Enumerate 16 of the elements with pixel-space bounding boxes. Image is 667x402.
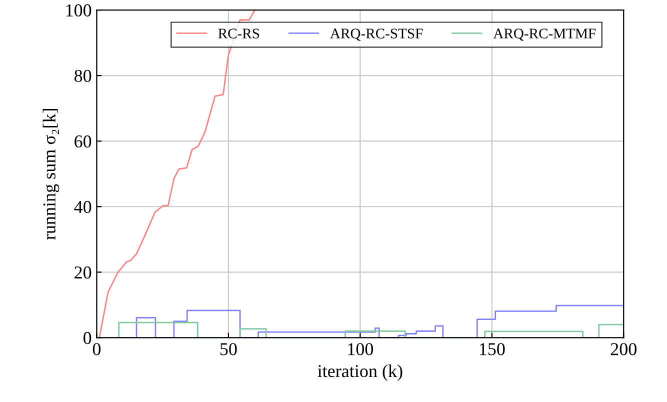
y-tick-label: 100 <box>66 4 92 16</box>
x-axis-title: iteration (k) <box>318 364 402 381</box>
y-tick-label: 60 <box>74 135 92 148</box>
x-tick-label: 50 <box>220 343 237 356</box>
y-tick-label: 40 <box>74 200 92 214</box>
y-tick-label: 20 <box>74 266 92 279</box>
y-tick-label: 80 <box>74 70 92 82</box>
legend-label: ARQ-RC-MTMF <box>493 28 596 41</box>
y-tick-label: 0 <box>84 332 92 344</box>
x-tick-label: 200 <box>610 343 636 356</box>
x-tick-label: 0 <box>92 343 101 356</box>
x-tick-label: 100 <box>348 343 374 356</box>
x-tick-label: 150 <box>480 343 505 356</box>
y-axis-title: running sum σ₂[k] <box>42 109 60 240</box>
legend-label: RC-RS <box>218 28 260 38</box>
legend-label: ARQ-RC-STSF <box>330 28 423 41</box>
